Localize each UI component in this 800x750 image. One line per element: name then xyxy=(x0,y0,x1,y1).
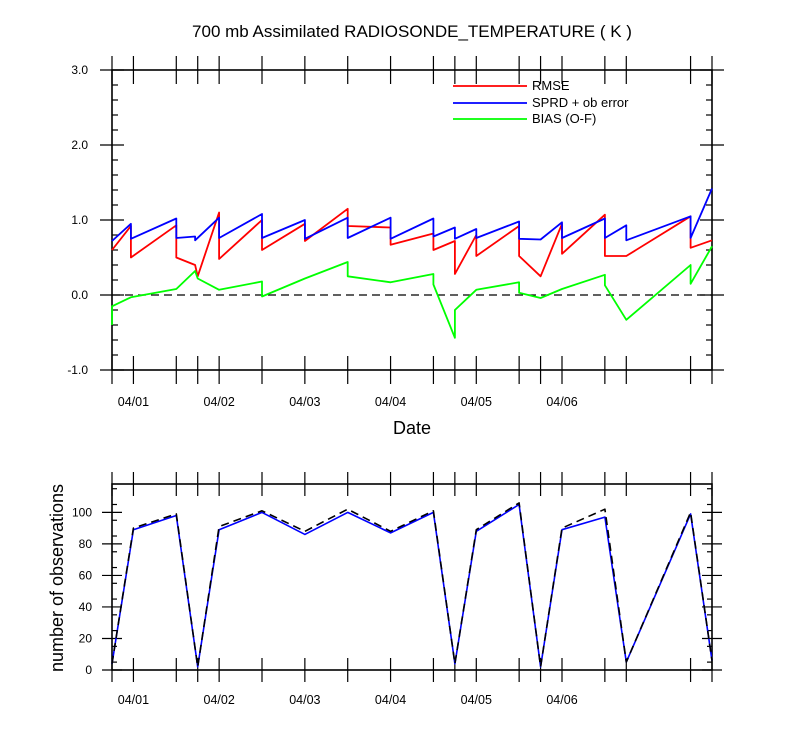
bottom-plot-frame xyxy=(111,483,713,671)
x-tick-label-04-03: 04/03 xyxy=(289,395,320,409)
x-tick-label-04-04: 04/04 xyxy=(375,395,406,409)
y-tick-label-3-0: 3.0 xyxy=(71,63,88,77)
bottom-plot-area: 0 20 40 60 80 100 04/01 04/02 04/03 04/04 04/05 04/… xyxy=(72,472,722,707)
top-plot-frame xyxy=(111,69,713,371)
top-panel: 700 mb Assimilated RADIOSONDE_TEMPERATUR… xyxy=(67,22,724,438)
y-tick-label-0: 0 xyxy=(85,663,92,677)
y-tick-label-0-0: 0.0 xyxy=(71,288,88,302)
legend-label-bias: BIAS (O-F) xyxy=(532,111,596,126)
y-tick-label-2-0: 2.0 xyxy=(71,138,88,152)
y-axis-title-observations: number of observations xyxy=(47,484,67,672)
legend-label-sprd: SPRD + ob error xyxy=(532,95,629,110)
series-line-possible xyxy=(111,502,713,668)
series-line-rmse xyxy=(111,207,713,278)
x-tick-label-04-02: 04/02 xyxy=(204,395,235,409)
x-axis-title: Date xyxy=(393,418,431,438)
x-tick-label-04-03: 04/03 xyxy=(289,693,320,707)
x-tick-label-04-05: 04/05 xyxy=(461,693,492,707)
series-line-sprd-ob-error xyxy=(111,188,713,242)
x-tick-label-04-05: 04/05 xyxy=(461,395,492,409)
y-tick-label-60: 60 xyxy=(79,568,93,582)
y-tick-label-80: 80 xyxy=(79,537,93,551)
y-tick-label-40: 40 xyxy=(79,600,93,614)
x-tick-label-04-06: 04/06 xyxy=(546,395,577,409)
chart-title: 700 mb Assimilated RADIOSONDE_TEMPERATUR… xyxy=(192,22,632,41)
x-tick-label-04-02: 04/02 xyxy=(204,693,235,707)
y-tick-label-1-0: 1.0 xyxy=(71,213,88,227)
top-plot-area: -1.0 0.0 1.0 2.0 3.0 04/01 04/02 04/03 04/04 04/0… xyxy=(67,56,724,409)
y-tick-label-20: 20 xyxy=(79,631,93,645)
x-tick-label-04-01: 04/01 xyxy=(118,395,149,409)
y-tick-label-100: 100 xyxy=(72,505,92,519)
x-tick-label-04-01: 04/01 xyxy=(118,693,149,707)
x-tick-label-04-06: 04/06 xyxy=(546,693,577,707)
bottom-panel: 0 20 40 60 80 100 04/01 04/02 04/03 04/04 04/05 04/… xyxy=(47,472,722,707)
y-tick-label-1-0: -1.0 xyxy=(67,363,88,377)
series-line-assimilated xyxy=(111,503,713,668)
series-line-bias-o-f xyxy=(111,245,713,339)
legend-label-rmse: RMSE xyxy=(532,78,570,93)
x-tick-label-04-04: 04/04 xyxy=(375,693,406,707)
legend: RMSE SPRD + ob error BIAS (O-F) xyxy=(453,78,629,126)
